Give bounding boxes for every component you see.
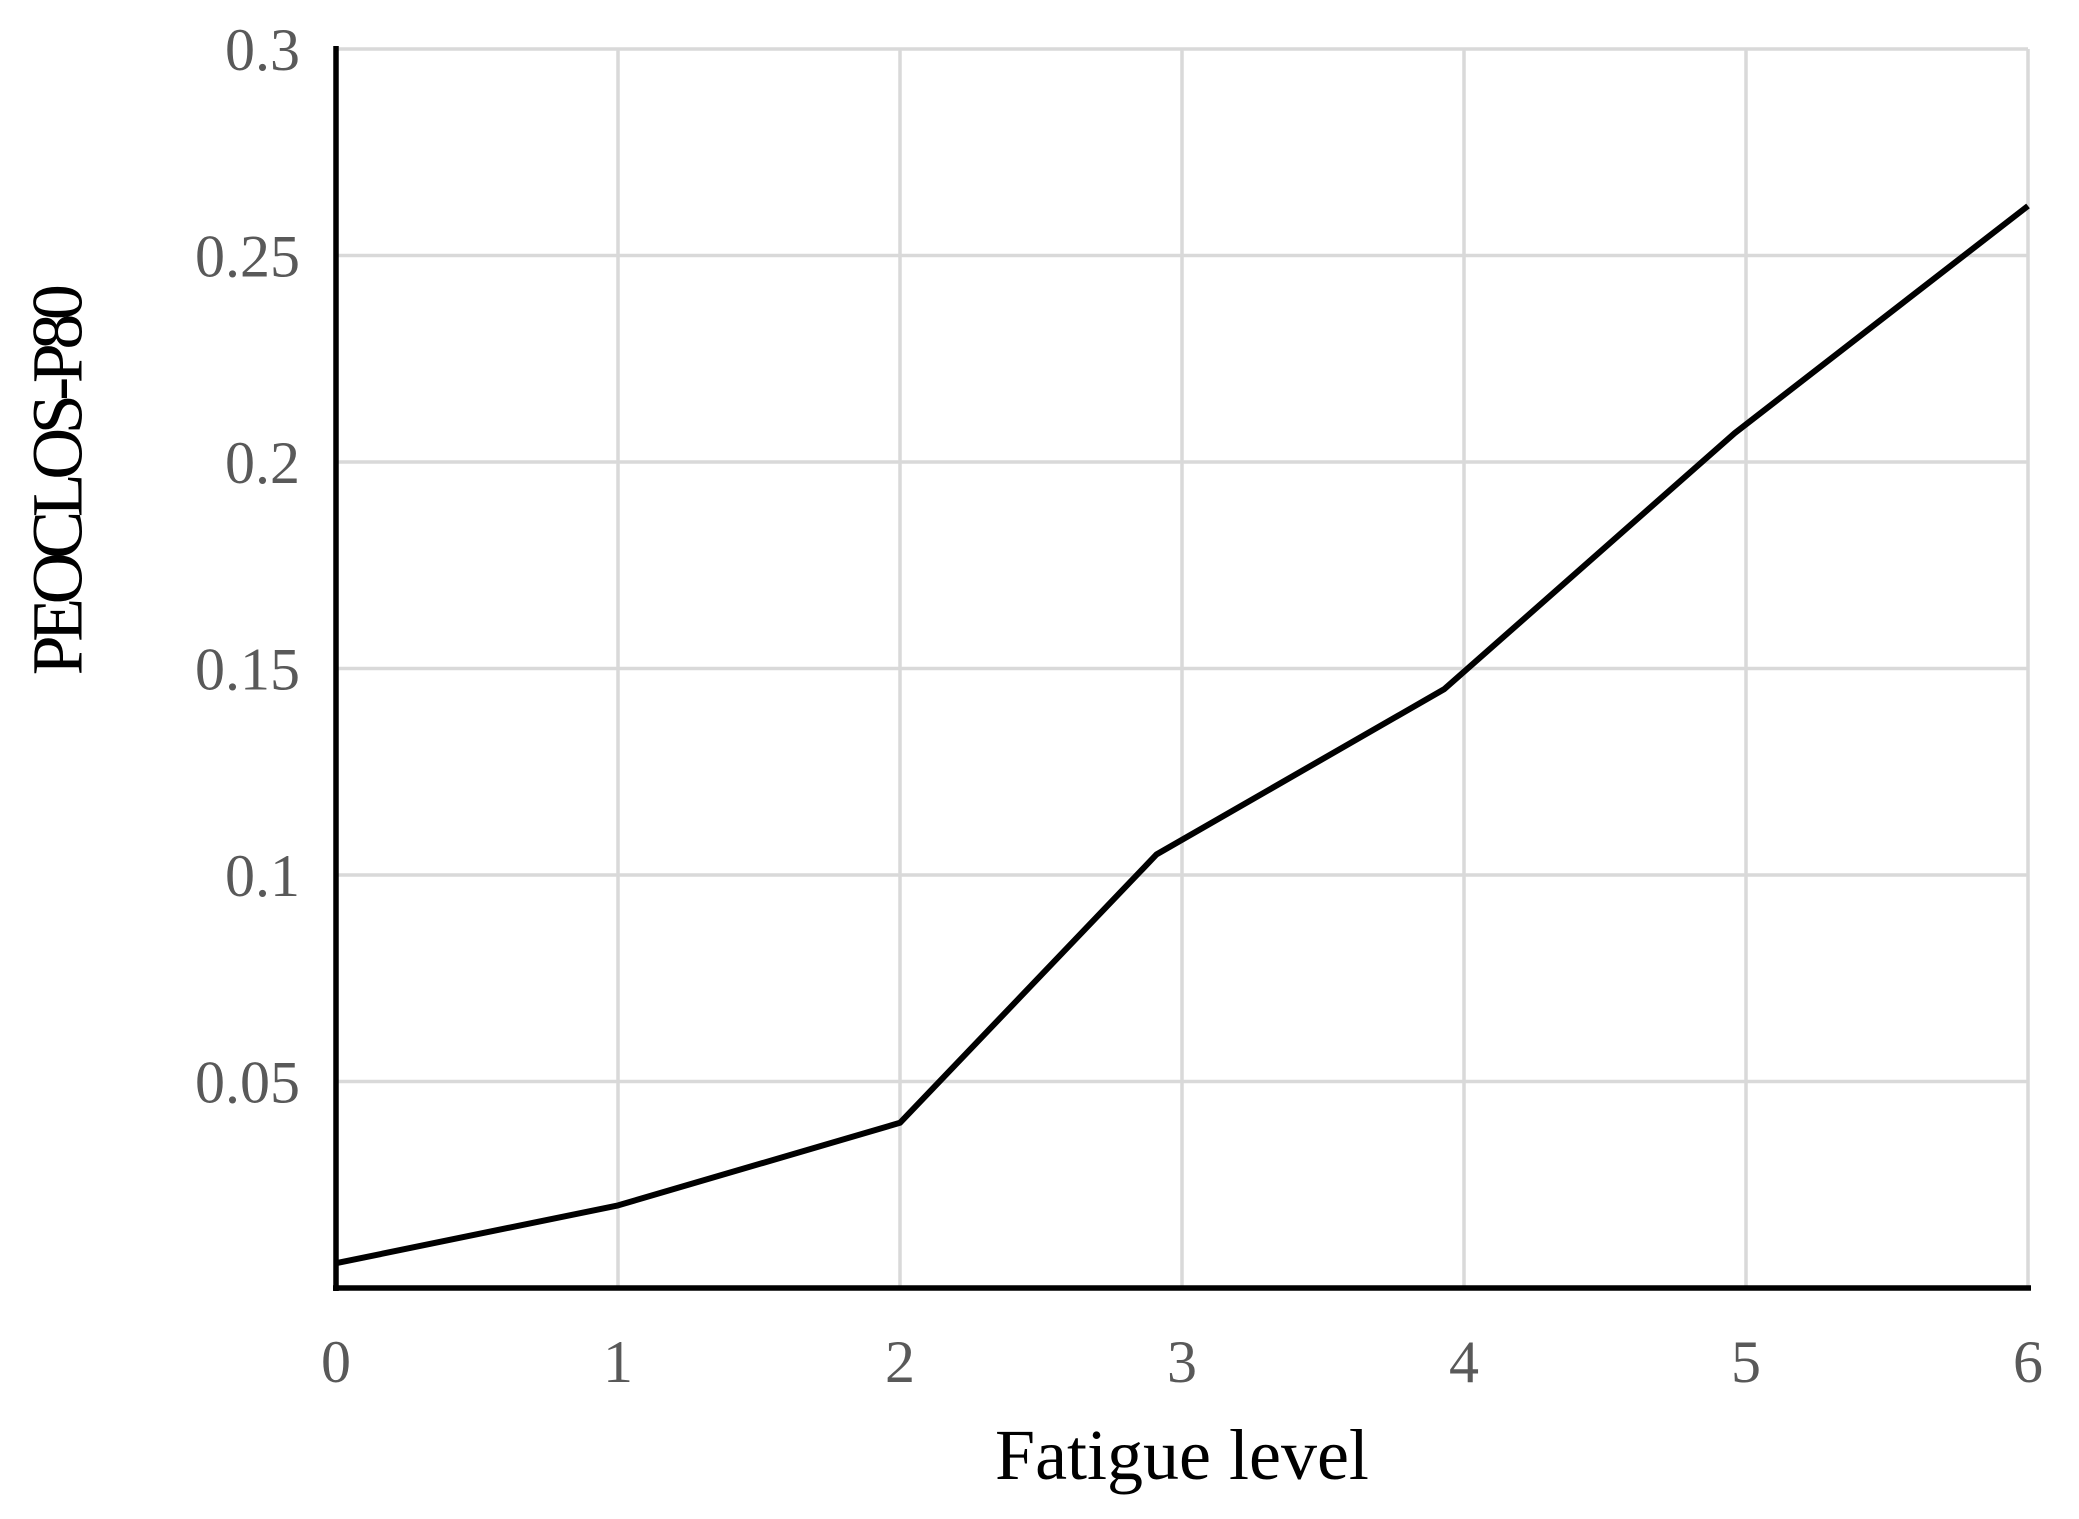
x-tick-label: 4: [1449, 1329, 1479, 1395]
x-tick-label: 3: [1167, 1329, 1197, 1395]
x-tick-label: 5: [1731, 1329, 1761, 1395]
series-line: [335, 203, 2030, 1267]
x-tick-label: 1: [603, 1329, 633, 1395]
y-tick-label: 0.2: [225, 430, 300, 496]
y-tick-label: 0.25: [195, 224, 300, 290]
y-axis-title: PEOCLOS-P80: [17, 290, 98, 676]
y-tick-label: 0.3: [225, 17, 300, 83]
x-tick-label: 0: [321, 1329, 351, 1395]
x-tick-label: 6: [2013, 1329, 2043, 1395]
y-tick-label: 0.05: [195, 1050, 300, 1116]
x-tick-label: 2: [885, 1329, 915, 1395]
y-tick-label: 0.15: [195, 637, 300, 703]
x-axis-title: Fatigue level: [995, 1415, 1369, 1495]
y-tick-label: 0.1: [225, 843, 300, 909]
